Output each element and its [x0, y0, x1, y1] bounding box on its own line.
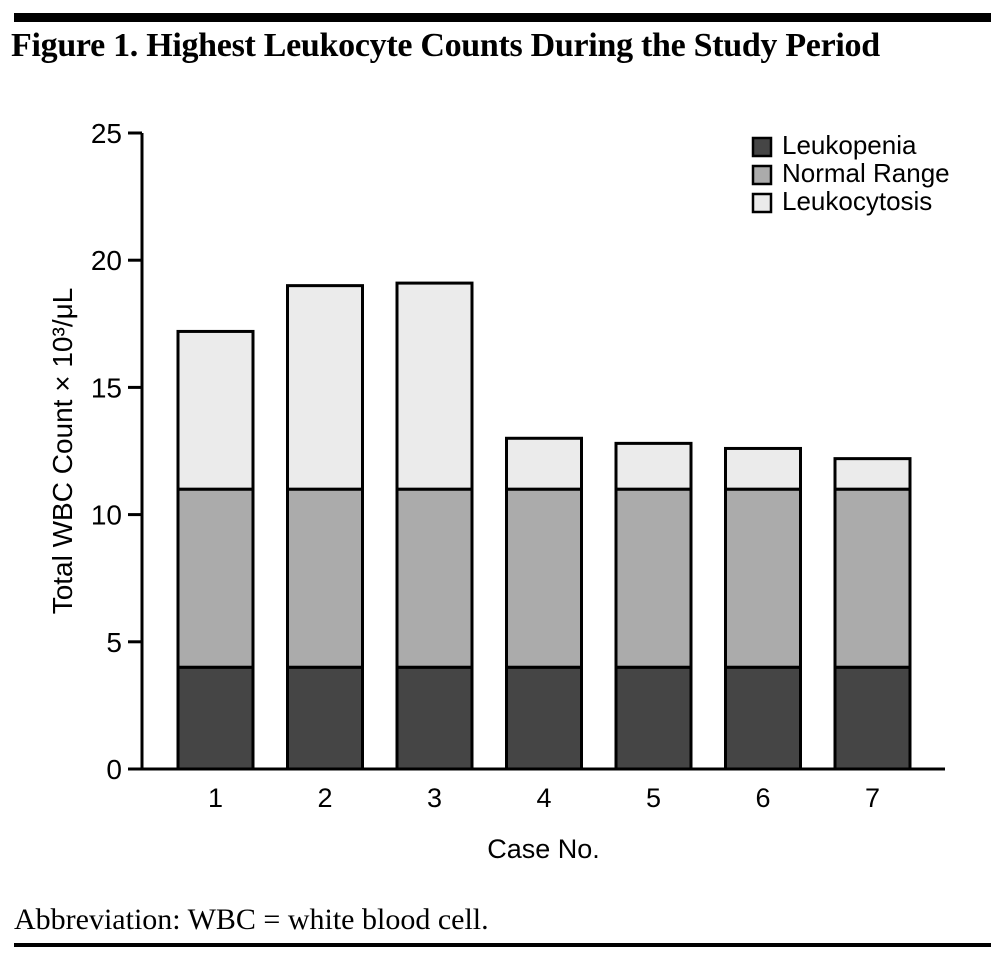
bar-segment [395, 281, 474, 491]
y-tick-label: 15 [91, 372, 122, 403]
legend-label: Normal Range [782, 158, 950, 188]
y-axis-title: Total WBC Count × 10³/μL [47, 288, 78, 615]
y-tick-label: 20 [91, 245, 122, 276]
bar-segment [286, 487, 364, 669]
bar-segment [286, 665, 364, 771]
bar-segment [614, 487, 693, 669]
bar-segment [505, 436, 583, 491]
legend-swatch [751, 164, 773, 186]
figure-title: Figure 1. Highest Leukocyte Counts Durin… [11, 27, 880, 64]
x-tick-label: 4 [536, 783, 551, 813]
y-tick-label: 25 [91, 118, 122, 149]
bar-segment [286, 284, 364, 491]
bar-segment [505, 665, 583, 771]
bar-segment [833, 457, 912, 491]
bar-segment [724, 446, 802, 491]
x-tick-label: 7 [865, 783, 880, 813]
bar-segment [724, 487, 802, 669]
bar-segment [614, 665, 693, 771]
x-tick-label: 2 [317, 783, 332, 813]
legend-label: Leukopenia [782, 130, 917, 160]
x-tick-label: 5 [646, 783, 661, 813]
x-tick-label: 6 [755, 783, 770, 813]
x-tick-label: 3 [427, 783, 442, 813]
bar-segment [724, 665, 802, 771]
legend-swatch [751, 192, 773, 214]
x-tick-label: 1 [208, 783, 223, 813]
bar-segment [176, 487, 255, 669]
legend-label: Leukocytosis [782, 186, 932, 216]
bar-segment [505, 487, 583, 669]
bar-segment [833, 487, 912, 669]
bar-segment [395, 487, 474, 669]
bar-segment [395, 665, 474, 771]
bar-segment [614, 441, 693, 491]
top-rule [14, 13, 991, 22]
y-tick-label: 5 [106, 627, 122, 658]
legend-swatch [751, 136, 773, 158]
bar-segment [176, 329, 255, 491]
bottom-rule [14, 943, 991, 947]
bar-segment [176, 665, 255, 771]
y-tick-label: 10 [91, 500, 122, 531]
x-axis-title: Case No. [487, 834, 600, 864]
abbreviation-footnote: Abbreviation: WBC = white blood cell. [14, 903, 489, 936]
y-tick-label: 0 [106, 754, 122, 785]
stacked-bar-chart: 1 2 3 4 5 6 7 0 5 10 15 20 25 Case No. Total WBC Count… [47, 118, 950, 864]
bar-segment [833, 665, 912, 771]
